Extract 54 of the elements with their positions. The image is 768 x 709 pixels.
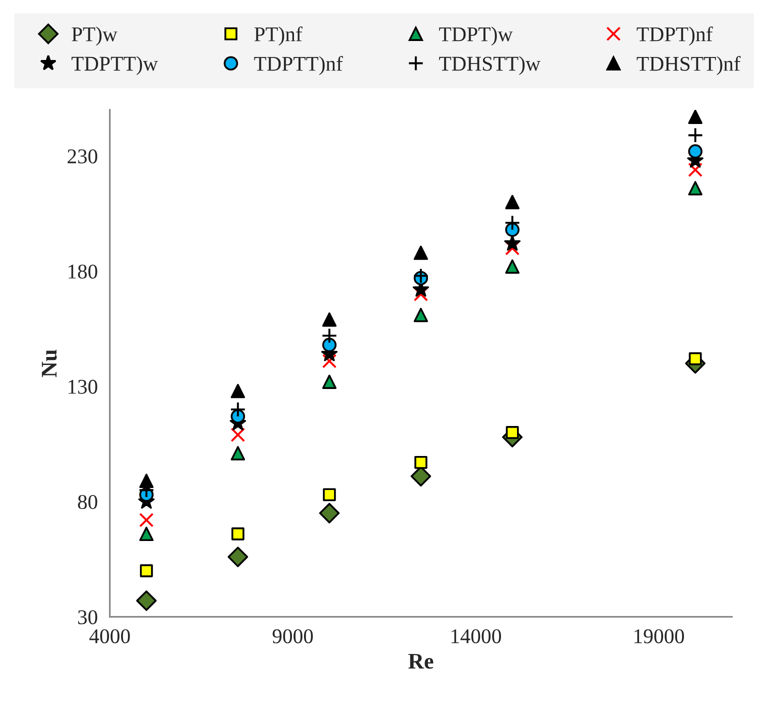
point	[688, 162, 703, 178]
point	[139, 474, 154, 488]
legend-label: TDHSTT)w	[439, 56, 540, 76]
point	[322, 488, 336, 502]
legend-label: PT)w	[72, 26, 118, 46]
x-tick-label: 4000	[89, 629, 130, 644]
y-tick-label: 180	[68, 264, 98, 279]
point	[688, 352, 702, 366]
point	[688, 110, 702, 124]
legend-label: PT)nf	[254, 26, 302, 46]
y-tick-label: 230	[68, 149, 98, 164]
point	[414, 456, 428, 469]
x-tick-label: 19000	[634, 629, 684, 644]
point	[414, 246, 428, 260]
x-tick-label: 14000	[452, 629, 501, 644]
point	[230, 384, 246, 398]
point	[230, 446, 246, 460]
point	[688, 144, 702, 159]
point	[322, 374, 337, 389]
point	[230, 402, 246, 418]
point	[319, 502, 340, 524]
point	[139, 512, 154, 528]
legend-label: TDPT)w	[439, 26, 513, 46]
x-axis-title: Re	[408, 654, 434, 669]
y-axis-title: Nu	[42, 350, 57, 378]
point	[139, 526, 154, 542]
point	[687, 127, 704, 144]
point	[321, 328, 338, 344]
point	[412, 268, 429, 284]
point	[414, 287, 428, 302]
x-tick-label: 9000	[272, 629, 313, 644]
y-tick-label: 30	[78, 610, 98, 624]
point	[322, 354, 337, 368]
point	[231, 527, 244, 540]
point	[505, 259, 520, 274]
point	[688, 181, 702, 196]
point	[140, 564, 153, 578]
point	[228, 546, 248, 568]
point	[505, 194, 520, 210]
y-tick-label: 80	[78, 494, 98, 510]
legend-label: TDHSTT)nf	[636, 56, 741, 76]
point	[322, 338, 337, 352]
point	[506, 426, 519, 439]
y-tick-label: 130	[68, 380, 98, 394]
point	[414, 308, 428, 322]
point	[505, 240, 520, 256]
legend-label: TDPTT)w	[72, 56, 158, 76]
point	[504, 235, 521, 251]
point	[322, 312, 337, 327]
point	[136, 590, 157, 611]
point	[230, 428, 246, 442]
legend-label: TDPTT)nf	[254, 56, 343, 76]
point	[504, 214, 520, 231]
legend-label: TDPT)nf	[636, 26, 713, 46]
